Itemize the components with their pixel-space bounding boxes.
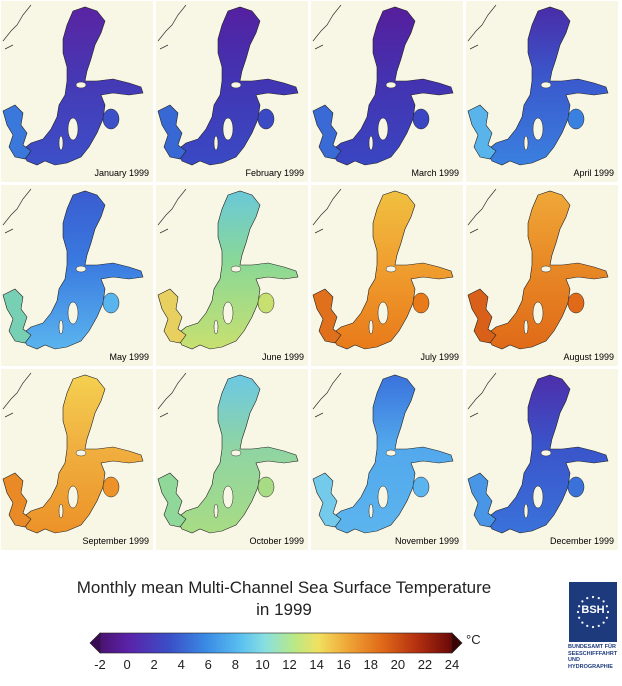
baltic-sea-map xyxy=(467,4,609,166)
colorbar-max-arrow xyxy=(451,632,463,654)
bsh-logo-text: BUNDESAMT FÜR SEESCHIFFFAHRT UND HYDROGR… xyxy=(568,644,618,670)
sst-map-panel: September 1999 xyxy=(0,368,154,551)
sst-map-panel: January 1999 xyxy=(0,0,154,183)
colorbar-tick-label: 4 xyxy=(177,657,185,672)
colorbar-tick-label: 6 xyxy=(204,657,212,672)
title-line-2: in 1999 xyxy=(256,600,312,619)
colorbar-tick-label: 8 xyxy=(231,657,239,672)
colorbar-tick-label: 24 xyxy=(444,657,460,672)
colorbar-tick-label: 10 xyxy=(255,657,270,672)
bsh-logo-emblem: BSH xyxy=(569,582,617,642)
sst-map-panel: August 1999 xyxy=(465,184,619,367)
colorbar-tick-label: 18 xyxy=(363,657,378,672)
title-line-1: Monthly mean Multi-Channel Sea Surface T… xyxy=(76,578,492,597)
figure-title: Monthly mean Multi-Channel Sea Surface T… xyxy=(0,577,568,621)
sst-map-panel: May 1999 xyxy=(0,184,154,367)
colorbar-tick-label: 12 xyxy=(282,657,297,672)
panel-month-label: June 1999 xyxy=(261,352,304,362)
panel-month-label: February 1999 xyxy=(245,168,304,178)
map-panel-grid: January 1999 February 1999 March 1999 April… xyxy=(0,0,619,551)
baltic-sea-map xyxy=(312,188,454,350)
panel-month-label: August 1999 xyxy=(563,352,614,362)
panel-month-label: April 1999 xyxy=(573,168,614,178)
sst-map-panel: March 1999 xyxy=(310,0,464,183)
panel-month-label: December 1999 xyxy=(549,536,614,546)
bsh-logo-abbr: BSH xyxy=(581,604,605,616)
logo-text-line: BUNDESAMT FÜR xyxy=(568,644,616,650)
colorbar-tick-label: 22 xyxy=(417,657,433,672)
colorbar-gradient xyxy=(89,632,463,654)
sst-map-panel: June 1999 xyxy=(155,184,309,367)
logo-text-line: UND xyxy=(568,657,580,663)
colorbar-legend: °C -2 0 2 4 6 8 10 12 14 16 18 20 22 24 xyxy=(86,632,486,684)
sst-map-panel: April 1999 xyxy=(465,0,619,183)
panel-month-label: November 1999 xyxy=(394,536,459,546)
baltic-sea-map xyxy=(157,372,299,534)
baltic-sea-map xyxy=(2,372,144,534)
sst-map-panel: July 1999 xyxy=(310,184,464,367)
baltic-sea-map xyxy=(467,372,609,534)
sst-map-panel: February 1999 xyxy=(155,0,309,183)
sst-map-panel: December 1999 xyxy=(465,368,619,551)
baltic-sea-map xyxy=(2,4,144,166)
bsh-logo: BSH BUNDESAMT FÜR SEESCHIFFFAHRT UND HYD… xyxy=(568,582,618,682)
baltic-sea-map xyxy=(2,188,144,350)
colorbar-min-arrow xyxy=(89,632,101,654)
colorbar-tick-label: 0 xyxy=(123,657,131,672)
logo-text-line: SEESCHIFFFAHRT xyxy=(568,650,618,657)
baltic-sea-map xyxy=(157,188,299,350)
colorbar-tick-label: 16 xyxy=(336,657,351,672)
sst-map-panel: November 1999 xyxy=(310,368,464,551)
baltic-sea-map xyxy=(157,4,299,166)
panel-month-label: September 1999 xyxy=(82,536,149,546)
colorbar-tick-label: 20 xyxy=(390,657,406,672)
panel-month-label: May 1999 xyxy=(109,352,149,362)
colorbar-tick-label: -2 xyxy=(94,657,106,672)
colorbar-unit: °C xyxy=(466,632,481,647)
colorbar-tick-label: 2 xyxy=(150,657,158,672)
logo-text-line: HYDROGRAPHIE xyxy=(568,663,613,670)
panel-month-label: March 1999 xyxy=(411,168,459,178)
panel-month-label: July 1999 xyxy=(420,352,459,362)
panel-month-label: January 1999 xyxy=(94,168,149,178)
baltic-sea-map xyxy=(312,4,454,166)
baltic-sea-map xyxy=(312,372,454,534)
panel-month-label: October 1999 xyxy=(249,536,304,546)
colorbar-tick-label: 14 xyxy=(309,657,324,672)
baltic-sea-map xyxy=(467,188,609,350)
sst-map-panel: October 1999 xyxy=(155,368,309,551)
